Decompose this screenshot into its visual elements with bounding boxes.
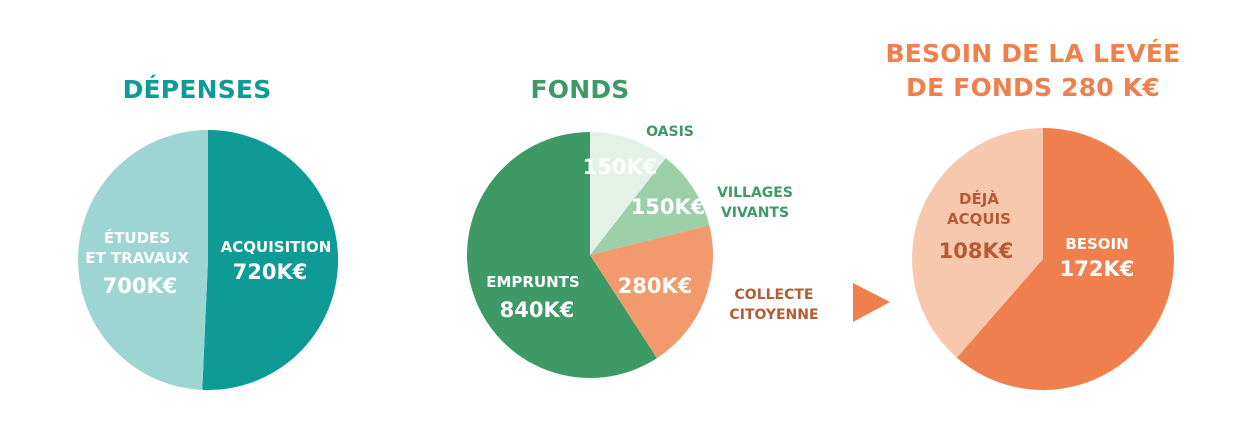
besoin-slice-1 (912, 128, 1043, 358)
fonds-slice-value-3: 840K€ (500, 298, 575, 322)
arrow-right-icon (853, 283, 890, 322)
fonds-slice-label-3: EMPRUNTS (486, 273, 580, 291)
fonds-slice-2 (590, 225, 714, 359)
fonds-slice-3 (467, 132, 657, 378)
besoin-chart: BESOIN DE LA LEVÉE DE FONDS 280 K€ BESOIN 1… (886, 39, 1181, 390)
besoin-slice-value-0: 172K€ (1060, 257, 1135, 281)
fonds-chart: FONDS OASIS 150K€ VILLAGES VIVANTS 150K€ COLLE… (467, 75, 819, 378)
depenses-slice-value-1: 700K€ (103, 274, 178, 298)
depenses-title: DÉPENSES (123, 75, 272, 104)
fonds-slice-value-1: 150K€ (631, 195, 706, 219)
depenses-slice-1 (78, 130, 208, 390)
fonds-slice-label-2: COLLECTE CITOYENNE (729, 287, 818, 323)
besoin-slice-value-1: 108K€ (939, 239, 1014, 263)
besoin-title: BESOIN DE LA LEVÉE DE FONDS 280 K€ (886, 39, 1181, 102)
besoin-slice-0 (956, 128, 1175, 390)
fonds-title: FONDS (530, 75, 629, 104)
depenses-chart: DÉPENSES ACQUISITION 720K€ ÉTUDES ET TRAVAUX… (78, 75, 339, 390)
besoin-slice-label-1: DÉJÀ ACQUIS (947, 189, 1011, 228)
depenses-slice-label-1: ÉTUDES ET TRAVAUX (85, 228, 189, 267)
depenses-slice-0 (202, 129, 339, 390)
fonds-slice-label-0: OASIS (646, 124, 694, 140)
fonds-slice-1 (590, 158, 710, 255)
besoin-slice-label-0: BESOIN (1065, 235, 1128, 253)
fonds-slice-label-1: VILLAGES VIVANTS (717, 185, 793, 221)
fonds-slice-value-0: 150K€ (583, 155, 658, 179)
depenses-slice-label-0: ACQUISITION (221, 238, 332, 256)
depenses-slice-value-0: 720K€ (233, 260, 308, 284)
fonds-slice-value-2: 280K€ (618, 274, 693, 298)
fonds-slice-0 (590, 132, 666, 255)
